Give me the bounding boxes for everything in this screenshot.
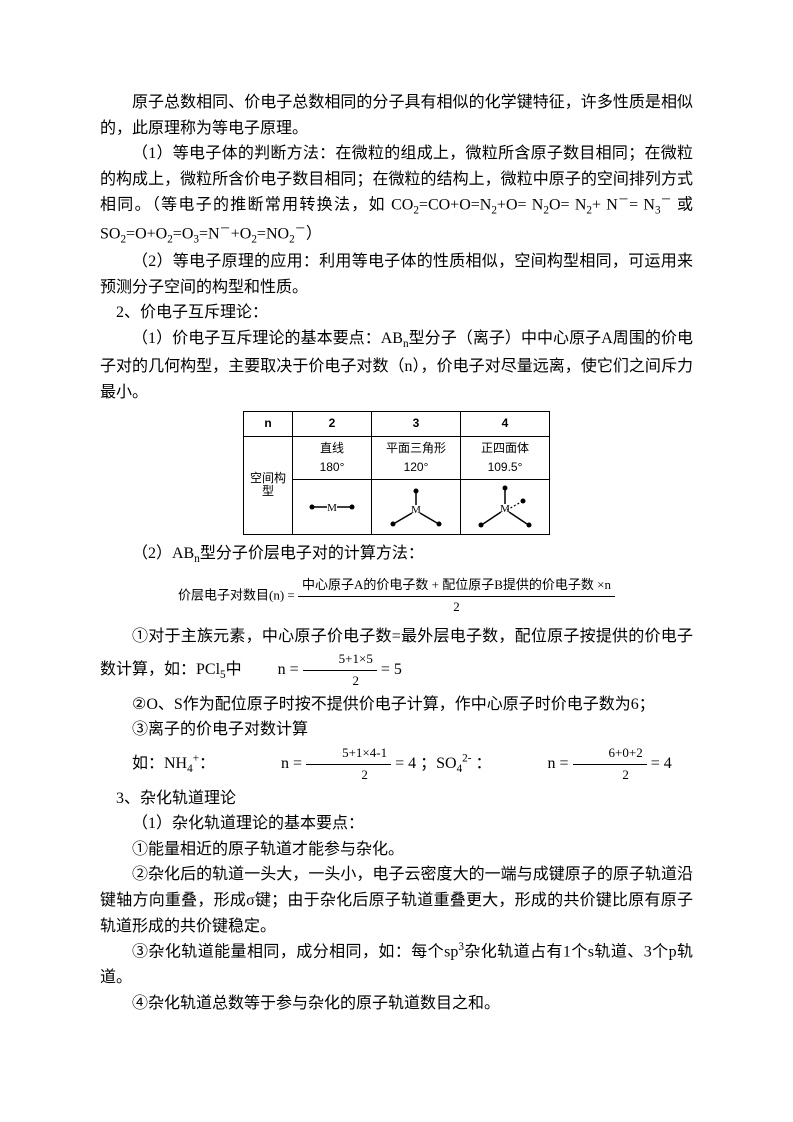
- th-3: 3: [372, 412, 461, 436]
- paragraph-intro: 原子总数相同、价电子总数相同的分子具有相似的化学键特征，许多性质是相似的，此原理…: [100, 90, 693, 141]
- page-content: 原子总数相同、价电子总数相同的分子具有相似的化学键特征，许多性质是相似的，此原理…: [0, 0, 793, 1076]
- eq-pcl5: n = 5+1×52 = 5: [246, 649, 402, 692]
- svg-text:M: M: [327, 502, 337, 514]
- th-2: 2: [293, 412, 372, 436]
- geometry-table: n 2 3 4 空间构型 直线 180° 平面三角形 120° 正四面体 109…: [243, 411, 550, 535]
- heading-2: 2、价电子互斥理论：: [100, 300, 693, 326]
- paragraph-hybrid-1: （1）杂化轨道理论的基本要点：: [100, 811, 693, 837]
- diagram-tetra: M: [461, 479, 550, 534]
- eq-so4: n = 6+0+22 = 4: [516, 743, 672, 786]
- geometry-table-wrap: n 2 3 4 空间构型 直线 180° 平面三角形 120° 正四面体 109…: [100, 411, 693, 535]
- eq-nh4: n = 5+1×4-12 = 4: [249, 743, 416, 786]
- row-label-shape: 空间构型: [244, 436, 293, 534]
- cell-linear: 直线 180°: [293, 436, 372, 479]
- paragraph-2: （2）等电子原理的应用：利用等电子体的性质相似，空间构型相同，可运用来预测分子空…: [100, 249, 693, 300]
- paragraph-hybrid-pt3: ③杂化轨道能量相同，成分相同，如：每个sp3杂化轨道占有1个s轨道、3个p轨道。: [100, 939, 693, 991]
- paragraph-vsepr-1: （1）价电子互斥理论的基本要点：ABn型分子（离子）中中心原子A周围的价电子对的…: [100, 326, 693, 405]
- th-n: n: [244, 412, 293, 436]
- paragraph-rule-2: ②O、S作为配位原子时按不提供价电子计算，作中心原子时价电子数为6；: [100, 692, 693, 718]
- paragraph-hybrid-pt1: ①能量相近的原子轨道才能参与杂化。: [100, 837, 693, 863]
- cell-tetra: 正四面体 109.5°: [461, 436, 550, 479]
- diagram-trigonal: M: [372, 479, 461, 534]
- paragraph-hybrid-pt4: ④杂化轨道总数等于参与杂化的原子轨道数目之和。: [100, 991, 693, 1017]
- paragraph-ion-examples: 如：NH4+： n = 5+1×4-12 = 4 ；SO42- ： n = 6+…: [100, 743, 693, 786]
- paragraph-rule-1: ①对于主族元素，中心原子价电子数=最外层电子数，配位原子按提供的价电子数计算，如…: [100, 624, 693, 692]
- paragraph-1: （1）等电子体的判断方法：在微粒的组成上，微粒所含原子数目相同；在微粒的构成上，…: [100, 141, 693, 249]
- heading-3: 3、杂化轨道理论: [100, 786, 693, 812]
- formula-main: 价层电子对数目(n) = 中心原子A的价电子数 + 配位原子B提供的价电子数 ×…: [100, 575, 693, 618]
- paragraph-vsepr-2: （2）ABn型分子价层电子对的计算方法：: [100, 541, 693, 569]
- cell-trigonal: 平面三角形 120°: [372, 436, 461, 479]
- diagram-linear: M: [293, 479, 372, 534]
- th-4: 4: [461, 412, 550, 436]
- paragraph-hybrid-pt2: ②杂化后的轨道一头大，一头小，电子云密度大的一端与成键原子的原子轨道沿键轴方向重…: [100, 862, 693, 939]
- paragraph-rule-3: ③离子的价电子对数计算: [100, 717, 693, 743]
- svg-text:M: M: [411, 504, 421, 516]
